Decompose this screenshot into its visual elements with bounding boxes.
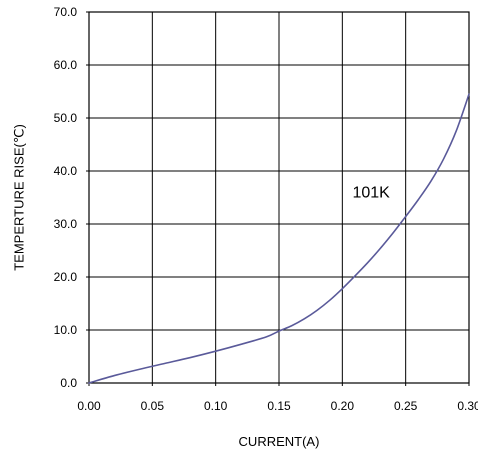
y-tick-label-6: 60.0 bbox=[54, 58, 78, 72]
x-tick-label-1: 0.05 bbox=[141, 399, 165, 413]
y-tick-label-2: 20.0 bbox=[54, 270, 78, 284]
labels: 101K CURRENT(A) TEMPERTURE RISE(℃) bbox=[11, 124, 390, 449]
x-tick-labels: 0.00 0.05 0.10 0.15 0.20 0.25 0.30 bbox=[77, 399, 478, 413]
series-layer bbox=[88, 93, 470, 384]
x-tick-label-6: 0.30 bbox=[457, 399, 478, 413]
x-tick-label-5: 0.25 bbox=[394, 399, 418, 413]
y-tick-label-5: 50.0 bbox=[54, 111, 78, 125]
y-tick-label-0: 0.0 bbox=[60, 376, 77, 390]
y-tick-label-7: 70.0 bbox=[54, 5, 78, 19]
x-axis-title: CURRENT(A) bbox=[239, 434, 320, 449]
series-line-0 bbox=[88, 93, 470, 384]
x-tick-label-0: 0.00 bbox=[77, 399, 101, 413]
x-tick-label-2: 0.10 bbox=[204, 399, 228, 413]
grid bbox=[88, 11, 470, 384]
y-tick-label-4: 40.0 bbox=[54, 164, 78, 178]
series-label-101k: 101K bbox=[352, 185, 390, 202]
x-tick-label-4: 0.20 bbox=[331, 399, 355, 413]
y-axis-title: TEMPERTURE RISE(℃) bbox=[11, 124, 26, 271]
y-tick-label-3: 30.0 bbox=[54, 217, 78, 231]
x-tick-label-3: 0.15 bbox=[267, 399, 291, 413]
y-tick-label-1: 10.0 bbox=[54, 323, 78, 337]
y-tick-labels: 0.0 10.0 20.0 30.0 40.0 50.0 60.0 70.0 bbox=[54, 5, 78, 390]
